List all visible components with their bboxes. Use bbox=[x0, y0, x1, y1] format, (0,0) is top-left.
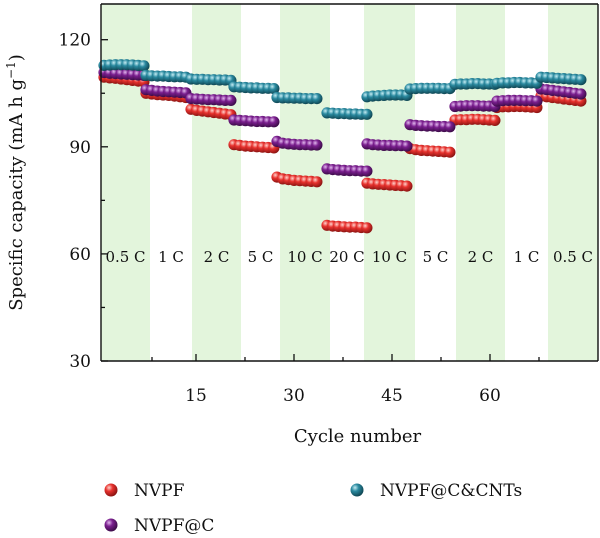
y-tick-label: 120 bbox=[59, 31, 91, 51]
x-tick-label: 60 bbox=[479, 386, 501, 406]
legend-item: NVPF@C&CNTs bbox=[350, 481, 522, 501]
y-tick-label: 60 bbox=[69, 245, 91, 265]
legend-item: NVPF bbox=[104, 481, 185, 501]
data-point bbox=[444, 121, 456, 133]
series-nvpf-c bbox=[98, 66, 587, 177]
rate-label: 0.5 C bbox=[553, 248, 593, 266]
data-points bbox=[98, 59, 587, 234]
x-tick-label: 30 bbox=[283, 386, 305, 406]
legend-marker bbox=[104, 483, 118, 497]
data-point bbox=[444, 146, 456, 158]
rate-band bbox=[192, 4, 241, 361]
rate-band bbox=[548, 4, 598, 361]
rate-band bbox=[101, 4, 150, 361]
y-tick-label: 30 bbox=[69, 352, 91, 372]
data-point bbox=[361, 222, 373, 234]
rate-labels: 0.5 C 1 C 2 C 5 C 10 C 20 C 10 C 5 C 2 C 1 C 0.5 C bbox=[105, 248, 593, 266]
y-axis-title-main: Specific capacity (mA h g bbox=[6, 79, 27, 311]
rate-bands bbox=[101, 4, 598, 361]
rate-band bbox=[456, 4, 505, 361]
data-point bbox=[138, 60, 150, 72]
data-point bbox=[311, 139, 323, 151]
data-point bbox=[268, 116, 280, 128]
rate-label: 2 C bbox=[204, 248, 230, 266]
legend-item: NVPF@C bbox=[104, 516, 214, 536]
data-point bbox=[361, 165, 373, 177]
x-tick-label: 45 bbox=[381, 386, 403, 406]
legend-label: NVPF@C&CNTs bbox=[380, 481, 522, 501]
x-axis-title: Cycle number bbox=[294, 426, 422, 447]
legend-label: NVPF@C bbox=[134, 516, 214, 536]
data-point bbox=[311, 93, 323, 105]
data-point bbox=[531, 95, 543, 107]
y-axis-title-close: ) bbox=[6, 54, 27, 61]
data-point bbox=[268, 83, 280, 95]
axes: 30 60 90 120 15 30 45 60 Cycle number Specific ca… bbox=[4, 3, 599, 447]
y-axis-title: Specific capacity (mA h g−1) bbox=[4, 54, 27, 311]
legend-marker bbox=[350, 483, 364, 497]
legend-marker bbox=[104, 518, 118, 532]
rate-label: 20 C bbox=[329, 248, 364, 266]
rate-label: 5 C bbox=[423, 248, 449, 266]
rate-label: 1 C bbox=[158, 248, 184, 266]
rate-label: 1 C bbox=[514, 248, 540, 266]
data-point bbox=[401, 140, 413, 152]
data-point bbox=[311, 176, 323, 188]
data-point bbox=[575, 88, 587, 100]
rate-label: 5 C bbox=[248, 248, 274, 266]
rate-label: 2 C bbox=[468, 248, 494, 266]
legend: NVPF NVPF@C NVPF@C&CNTs bbox=[104, 481, 522, 536]
data-point bbox=[361, 108, 373, 120]
rate-label: 10 C bbox=[372, 248, 407, 266]
data-point bbox=[489, 114, 501, 126]
rate-label: 0.5 C bbox=[105, 248, 145, 266]
y-tick-label: 90 bbox=[69, 138, 91, 158]
series-nvpf-c-cnts bbox=[98, 59, 587, 120]
data-point bbox=[401, 180, 413, 192]
data-point bbox=[225, 94, 237, 106]
y-axis-title-sup: −1 bbox=[4, 61, 18, 79]
rate-label: 10 C bbox=[287, 248, 322, 266]
data-point bbox=[575, 74, 587, 86]
legend-label: NVPF bbox=[134, 481, 185, 501]
x-tick-label: 15 bbox=[185, 386, 207, 406]
